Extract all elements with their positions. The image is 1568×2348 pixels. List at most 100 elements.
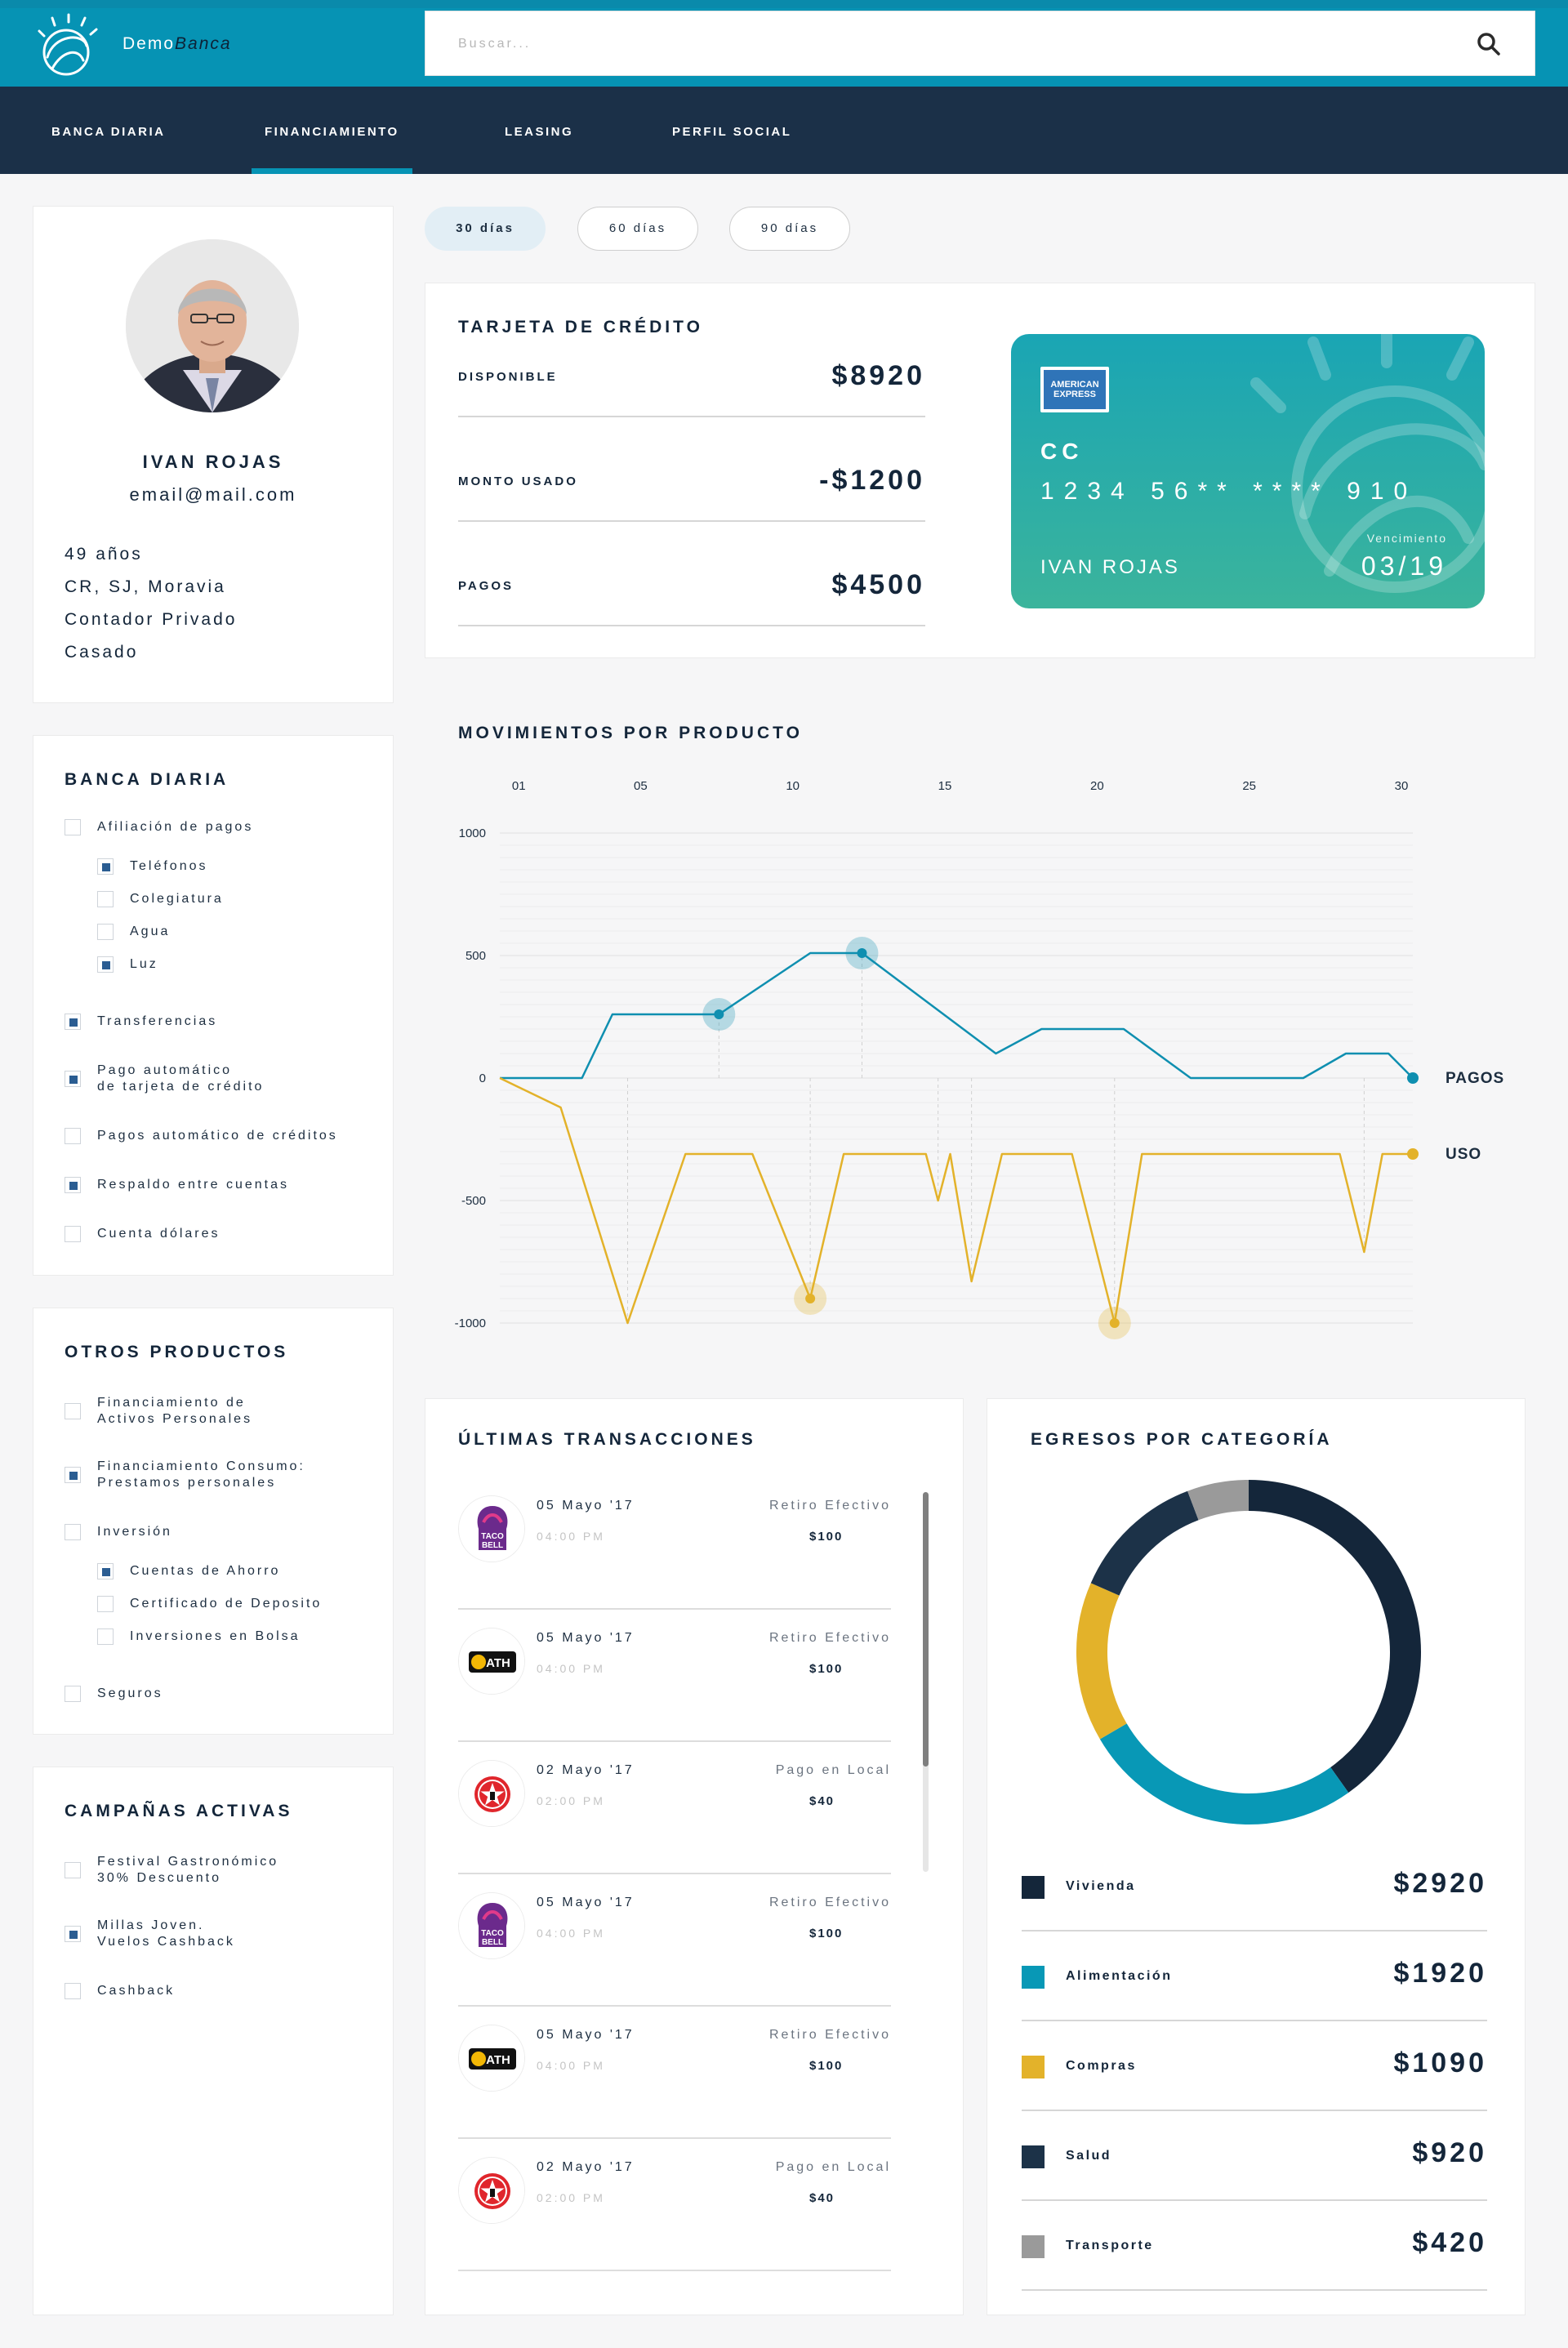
- checkbox-agua[interactable]: [97, 924, 114, 940]
- transactions-scrollbar[interactable]: [923, 1492, 929, 1872]
- brand-name-part2: Banca: [175, 34, 232, 53]
- checkbox-cashback[interactable]: [65, 1983, 81, 1999]
- scrollbar-thumb[interactable]: [923, 1492, 929, 1767]
- checkbox-seguros[interactable]: [65, 1686, 81, 1702]
- highlight-point: [805, 1294, 816, 1303]
- checkbox-respaldo-cuentas[interactable]: [65, 1177, 81, 1193]
- transaction-row[interactable]: TACO BELL 05 Mayo '17 04:00 PM Retiro Efecti…: [458, 1477, 891, 1610]
- search-icon[interactable]: [1476, 31, 1502, 57]
- profile-status: Casado: [65, 643, 139, 662]
- expense-row-alimentación[interactable]: Alimentación $1920: [1022, 1946, 1487, 2036]
- expense-row-salud[interactable]: Salud $920: [1022, 2126, 1487, 2216]
- range-90-dias[interactable]: 90 días: [729, 207, 850, 251]
- transaction-row[interactable]: 02 Mayo '17 02:00 PM Pago en Local $40: [458, 1742, 891, 1874]
- option-festival-line2: 30% Descuento: [97, 1871, 221, 1885]
- divider: [1022, 1930, 1487, 1931]
- movimientos-chart[interactable]: 1000 500 0 -500 -1000 01 05 10 15 20 25 30 PAGOS USO: [441, 719, 1552, 1356]
- option-agua: Agua: [130, 924, 171, 938]
- legend-swatch: [1022, 1876, 1045, 1899]
- amex-line2: EXPRESS: [1054, 390, 1096, 399]
- profile-name: IVAN ROJAS: [142, 452, 284, 472]
- option-financiamiento-consumo: Financiamiento Consumo:: [97, 1459, 305, 1473]
- checkbox-transferencias[interactable]: [65, 1014, 81, 1030]
- range-30-dias[interactable]: 30 días: [425, 207, 546, 251]
- top-bar: DemoBanca: [0, 0, 1568, 87]
- checkbox-inversiones-bolsa[interactable]: [97, 1628, 114, 1645]
- highlight-point: [714, 1009, 724, 1019]
- credit-row-disponible: DISPONIBLE $8920: [425, 357, 925, 414]
- checkbox-financiamiento-consumo[interactable]: [65, 1467, 81, 1483]
- checkbox-financiamiento-activos[interactable]: [65, 1403, 81, 1419]
- checkbox-cuentas-ahorro[interactable]: [97, 1563, 114, 1579]
- donut-slice-vivienda[interactable]: [1248, 1480, 1421, 1793]
- texaco-logo-icon: [459, 1761, 524, 1826]
- transaction-row[interactable]: 02 Mayo '17 02:00 PM Pago en Local $40: [458, 2139, 891, 2271]
- avatar[interactable]: [126, 239, 299, 412]
- checkbox-luz[interactable]: [97, 956, 114, 973]
- checkbox-inversion[interactable]: [65, 1524, 81, 1540]
- tab-perfil-social[interactable]: PERFIL SOCIAL: [672, 125, 792, 139]
- option-afiliacion-pagos: Afiliación de pagos: [97, 820, 254, 834]
- divider: [1022, 2020, 1487, 2021]
- tab-financiamiento[interactable]: FINANCIAMIENTO: [252, 87, 412, 174]
- y-tick-label: -1000: [455, 1317, 486, 1330]
- card-type: CC: [1040, 439, 1084, 464]
- expense-row-vivienda[interactable]: Vivienda $2920: [1022, 1856, 1487, 1946]
- donut-slice-transporte[interactable]: [1187, 1480, 1250, 1521]
- expenses-donut-chart[interactable]: [1069, 1473, 1428, 1832]
- transaction-type: Retiro Efectivo: [768, 1631, 891, 1645]
- highlight-point: [1109, 1318, 1120, 1328]
- merchant-logo: ATH: [458, 2025, 525, 2092]
- transaction-row[interactable]: ATH 05 Mayo '17 04:00 PM Retiro Efectivo $10…: [458, 1610, 891, 1742]
- credit-row-value: $8920: [831, 360, 925, 391]
- brand-name-part1: Demo: [122, 34, 176, 53]
- checkbox-pagos-automatico-creditos[interactable]: [65, 1128, 81, 1144]
- divider: [458, 625, 925, 626]
- series-end-point: [1407, 1148, 1419, 1160]
- donut-slice-compras[interactable]: [1076, 1583, 1127, 1740]
- range-60-dias[interactable]: 60 días: [577, 207, 698, 251]
- tab-leasing[interactable]: LEASING: [505, 125, 574, 139]
- checkbox-festival[interactable]: [65, 1862, 81, 1878]
- checkbox-colegiatura[interactable]: [97, 891, 114, 907]
- divider: [458, 520, 925, 522]
- transaction-amount: $40: [809, 1794, 835, 1808]
- expense-value: $1090: [1393, 2047, 1487, 2078]
- expense-value: $420: [1412, 2227, 1487, 2258]
- donut-slice-salud[interactable]: [1090, 1490, 1199, 1596]
- card-expiry: 03/19: [1361, 551, 1447, 581]
- amex-logo-text: AMERICAN EXPRESS: [1044, 370, 1106, 409]
- legend-swatch: [1022, 2235, 1045, 2258]
- divider: [1022, 2199, 1487, 2201]
- texaco-logo-icon: [459, 2158, 524, 2223]
- transaction-row[interactable]: ATH 05 Mayo '17 04:00 PM Retiro Efectivo $10…: [458, 2007, 891, 2139]
- transaction-time: 02:00 PM: [537, 2191, 605, 2204]
- checkbox-afiliacion-pagos[interactable]: [65, 819, 81, 835]
- checkbox-certificado-deposito[interactable]: [97, 1596, 114, 1612]
- expense-row-compras[interactable]: Compras $1090: [1022, 2036, 1487, 2126]
- ath-logo-text: ATH: [486, 2053, 510, 2067]
- checkbox-millas-joven[interactable]: [65, 1926, 81, 1942]
- credit-row-label: DISPONIBLE: [458, 370, 558, 384]
- expense-row-transporte[interactable]: Transporte $420: [1022, 2216, 1487, 2306]
- banca-diaria-title: BANCA DIARIA: [65, 770, 229, 789]
- tab-banca-diaria[interactable]: BANCA DIARIA: [51, 125, 166, 139]
- series-line-pagos: [500, 951, 1414, 1080]
- brand-logo-icon[interactable]: [29, 10, 103, 80]
- x-tick-label: 10: [786, 779, 800, 793]
- taco-bell-logo-line1: TACO: [481, 1929, 504, 1938]
- checkbox-telefonos[interactable]: [97, 858, 114, 875]
- y-tick-label: 1000: [459, 826, 486, 840]
- credit-card-visual[interactable]: AMERICAN EXPRESS CC 1234 56** **** 910 IV…: [1011, 334, 1485, 608]
- donut-slice-alimentación[interactable]: [1099, 1723, 1349, 1824]
- search-input[interactable]: [458, 31, 1438, 57]
- divider: [1022, 2110, 1487, 2111]
- merchant-logo: ATH: [458, 1628, 525, 1695]
- checkbox-cuenta-dolares[interactable]: [65, 1226, 81, 1242]
- expense-value: $2920: [1393, 1868, 1487, 1899]
- credit-row-label: MONTO USADO: [458, 475, 578, 488]
- checkbox-pago-automatico[interactable]: [65, 1071, 81, 1087]
- transaction-row[interactable]: TACO BELL 05 Mayo '17 04:00 PM Retiro Efecti…: [458, 1874, 891, 2007]
